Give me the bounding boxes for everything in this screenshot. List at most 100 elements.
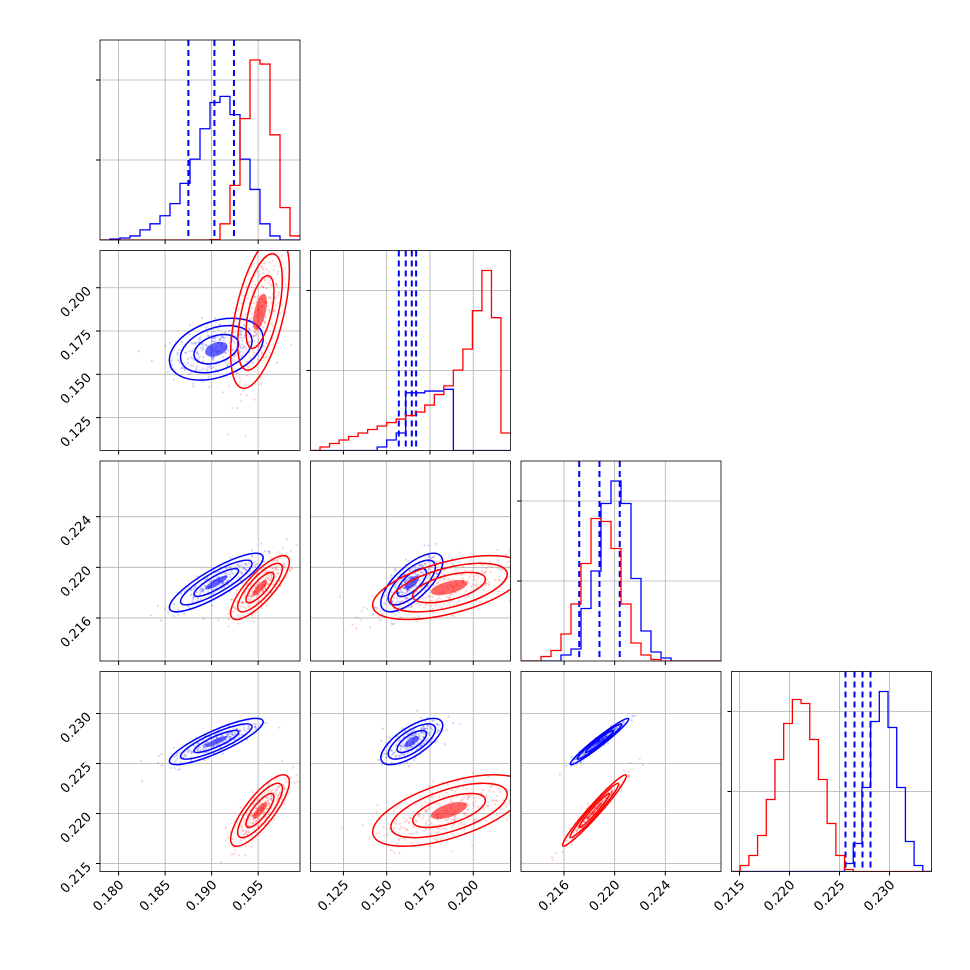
scatter-point (444, 819, 447, 822)
scatter-point (407, 576, 410, 580)
scatter-point (435, 740, 439, 743)
scatter-point (176, 353, 179, 356)
scatter-point (245, 563, 248, 566)
scatter-point (394, 613, 397, 617)
scatter-point (218, 338, 221, 342)
scatter-point (256, 348, 259, 352)
scatter-point (443, 603, 446, 606)
scatter-point (227, 618, 231, 621)
scatter-point (253, 334, 256, 337)
scatter-point (435, 723, 439, 726)
contour-red (245, 274, 275, 350)
scatter-point (394, 755, 397, 758)
scatter-point (506, 818, 509, 821)
scatter-point (292, 766, 295, 769)
scatter-point (244, 434, 247, 437)
scatter-point (472, 566, 476, 569)
scatter-point (184, 754, 187, 757)
scatter-point (408, 736, 411, 739)
scatter-point (420, 744, 423, 747)
scatter-point (449, 798, 452, 802)
scatter-point (412, 744, 416, 747)
scatter-point (202, 744, 205, 748)
scatter-point (201, 745, 204, 748)
scatter-point (495, 794, 499, 797)
scatter-point (374, 606, 377, 609)
scatter-point (254, 723, 257, 726)
scatter-point (500, 568, 503, 571)
scatter-point (447, 715, 450, 718)
scatter-point (252, 302, 255, 305)
contour-blue (193, 567, 240, 598)
scatter-point (272, 268, 275, 272)
scatter-point (451, 578, 455, 581)
scatter-point (213, 317, 217, 320)
panel-content (139, 717, 300, 864)
scatter-point (245, 347, 248, 350)
scatter-point (239, 379, 242, 383)
scatter-point (414, 819, 417, 822)
scatter-point (201, 587, 204, 590)
scatter-point (415, 585, 418, 588)
scatter-point (245, 830, 248, 834)
scatter-point (269, 798, 272, 801)
scatter-point (394, 622, 397, 625)
scatter-point (220, 730, 224, 733)
scatter-point (583, 820, 586, 823)
scatter-point (409, 569, 412, 573)
scatter-point (492, 790, 495, 793)
scatter-point (238, 576, 241, 579)
scatter-point (196, 590, 199, 594)
scatter-point (227, 731, 231, 734)
scatter-point (242, 323, 246, 327)
scatter-point (384, 752, 388, 756)
scatter-point (430, 566, 433, 569)
scatter-point (435, 572, 439, 575)
scatter-point (244, 563, 247, 566)
scatter-point (402, 586, 405, 590)
scatter-point (375, 810, 378, 813)
scatter-point (239, 336, 242, 339)
scatter-point (398, 822, 402, 826)
scatter-point (397, 754, 400, 757)
scatter-point (497, 558, 500, 562)
scatter-point (453, 790, 457, 793)
scatter-point (250, 334, 253, 337)
scatter-point (220, 336, 224, 339)
scatter-point (227, 361, 230, 365)
scatter-point (209, 364, 212, 367)
scatter-point (150, 359, 153, 362)
panel-frame (520, 460, 722, 662)
scatter-point (179, 761, 182, 764)
scatter-point (248, 600, 251, 603)
scatter-point (218, 338, 221, 341)
scatter-point (235, 406, 238, 410)
scatter-point (448, 605, 452, 608)
scatter-point (427, 585, 430, 588)
scatter-point (265, 268, 268, 271)
scatter-point (527, 793, 529, 795)
scatter-point (240, 301, 243, 305)
scatter-point (267, 801, 270, 805)
scatter-point (255, 819, 258, 822)
scatter-point (201, 316, 204, 320)
x-tick-label: 0.200 (445, 878, 482, 915)
scatter-point (494, 578, 497, 582)
scatter-point (169, 341, 172, 344)
contour-red (569, 782, 620, 839)
scatter-point (270, 556, 273, 559)
scatter-point (393, 567, 397, 570)
scatter-point (242, 601, 246, 604)
scatter-point (340, 827, 344, 830)
scatter-point (210, 356, 214, 359)
scatter-point (622, 769, 626, 772)
scatter-point (141, 780, 144, 783)
scatter-point (195, 585, 198, 588)
scatter-point (452, 818, 455, 821)
scatter-point (473, 818, 476, 821)
scatter-point (420, 716, 423, 719)
scatter-point (424, 604, 428, 607)
scatter-point (247, 327, 251, 330)
scatter-point (579, 761, 582, 764)
scatter-point (283, 803, 286, 806)
